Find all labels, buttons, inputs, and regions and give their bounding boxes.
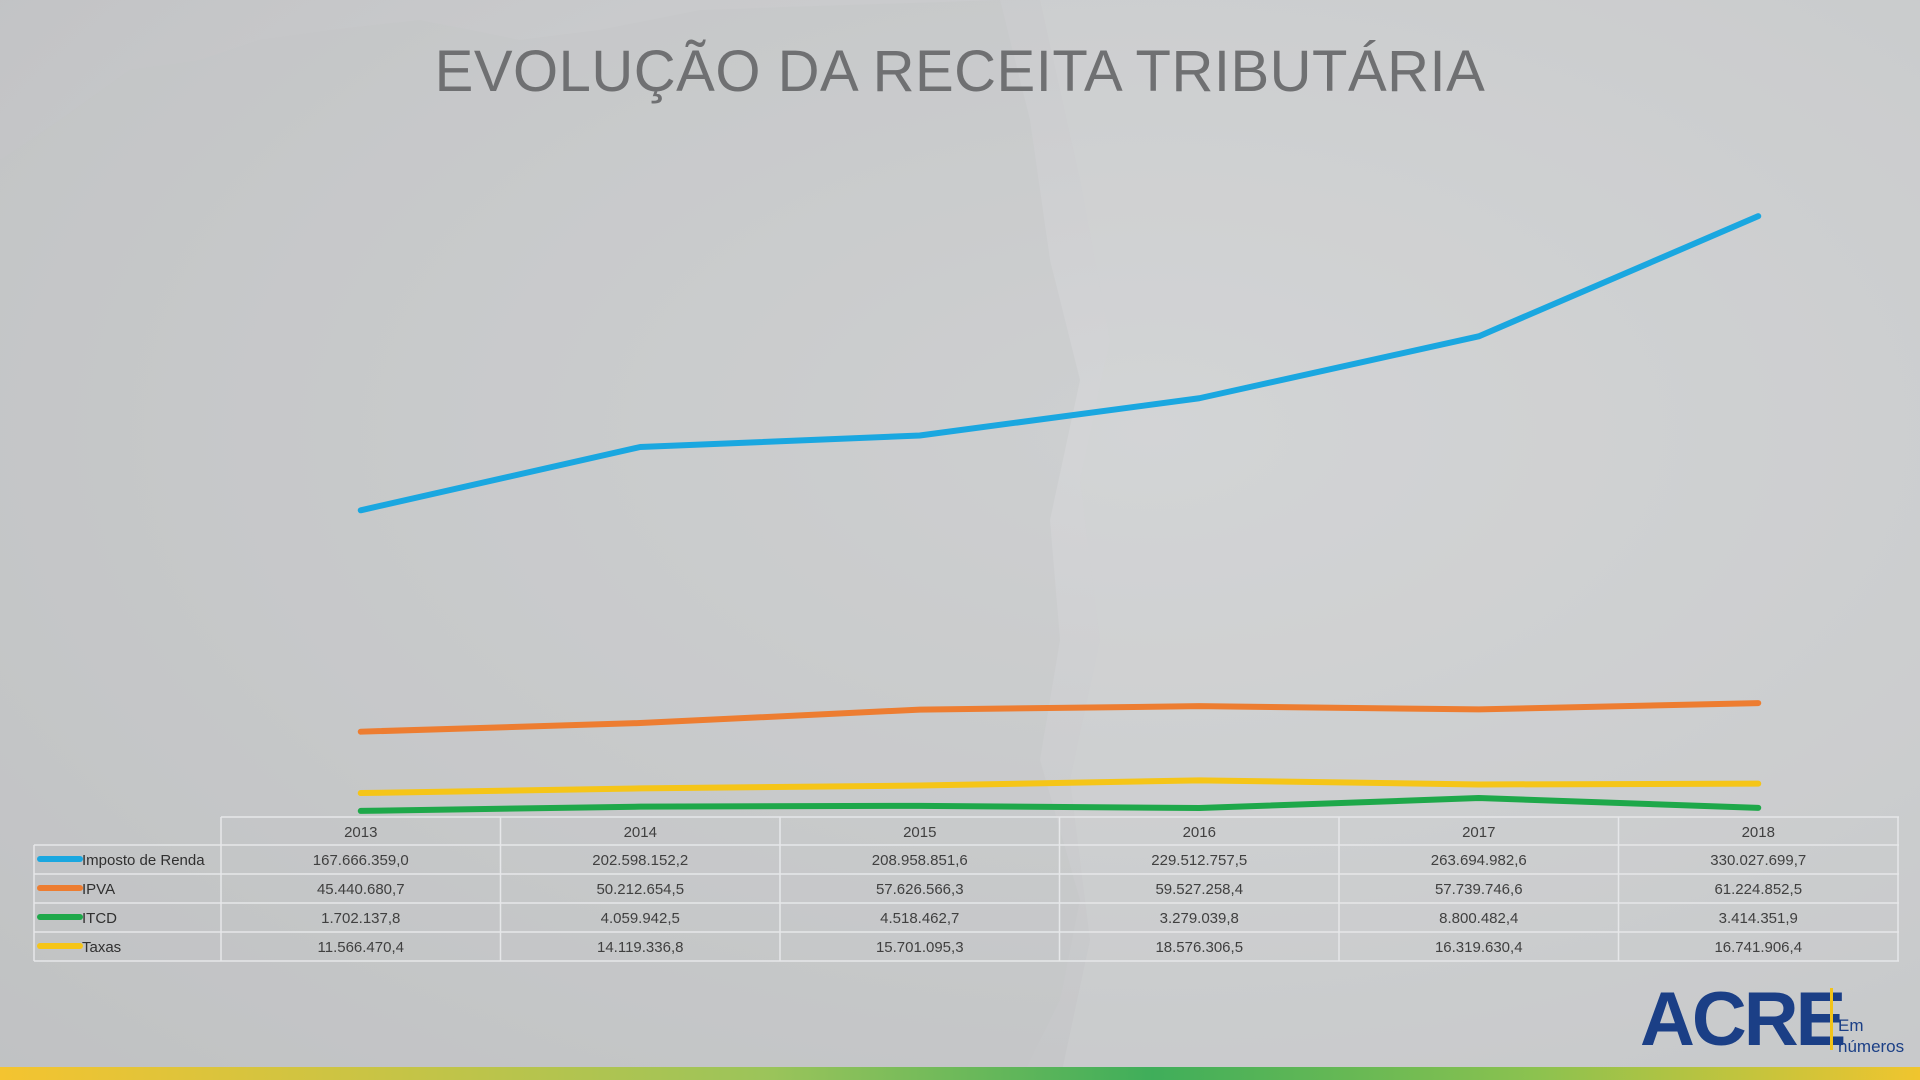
logo-sub-text-2: números [1838, 1037, 1905, 1056]
x-tick-label: 2017 [1462, 824, 1495, 841]
data-label: 16.741.906,4 [1714, 939, 1802, 956]
bottom-color-stripe [0, 1067, 1920, 1080]
data-label: 45.440.680,7 [317, 881, 405, 898]
data-label: 59.527.258,4 [1155, 881, 1243, 898]
legend-label: Taxas [82, 939, 121, 956]
data-label: 57.626.566,3 [876, 881, 964, 898]
logo-sub-text-1: Em [1838, 1016, 1864, 1035]
data-label: 11.566.470,4 [318, 939, 404, 956]
legend-label: IPVA [82, 881, 115, 898]
data-label: 8.800.482,4 [1439, 910, 1518, 927]
chart-title: EVOLUÇÃO DA RECEITA TRIBUTÁRIA [434, 39, 1486, 104]
x-tick-label: 2016 [1183, 824, 1216, 841]
data-label: 229.512.757,5 [1151, 852, 1247, 869]
data-label: 1.702.137,8 [321, 910, 400, 927]
series-line-ipva [357, 700, 1762, 735]
legend-label: Imposto de Renda [82, 852, 205, 869]
x-tick-label: 2015 [903, 824, 936, 841]
data-label: 167.666.359,0 [313, 852, 409, 869]
data-label: 202.598.152,2 [592, 852, 688, 869]
data-label: 330.027.699,7 [1710, 852, 1806, 869]
data-label: 15.701.095,3 [876, 939, 964, 956]
legend-label: ITCD [82, 910, 117, 927]
data-label: 263.694.982,6 [1431, 852, 1527, 869]
logo-accent-bar [1830, 988, 1833, 1050]
data-label: 14.119.336,8 [597, 939, 683, 956]
series-line-taxas [357, 777, 1762, 797]
series-line-itcd [357, 795, 1762, 814]
acre-em-numeros-logo: ACRE Em números [1640, 977, 1910, 1062]
x-tick-label: 2013 [344, 824, 377, 841]
data-label: 4.518.462,7 [880, 910, 959, 927]
data-label: 208.958.851,6 [872, 852, 968, 869]
data-label: 3.279.039,8 [1160, 910, 1239, 927]
x-tick-label: 2014 [624, 824, 657, 841]
data-label: 4.059.942,5 [601, 910, 680, 927]
data-label: 18.576.306,5 [1155, 939, 1243, 956]
data-label: 57.739.746,6 [1435, 881, 1523, 898]
data-label: 16.319.630,4 [1435, 939, 1523, 956]
data-label: 61.224.852,5 [1714, 881, 1802, 898]
series-line-imposto-de-renda [357, 213, 1762, 514]
logo-main-text: ACRE [1640, 977, 1846, 1062]
data-label: 50.212.654,5 [596, 881, 684, 898]
x-tick-label: 2018 [1742, 824, 1775, 841]
data-label: 3.414.351,9 [1719, 910, 1798, 927]
